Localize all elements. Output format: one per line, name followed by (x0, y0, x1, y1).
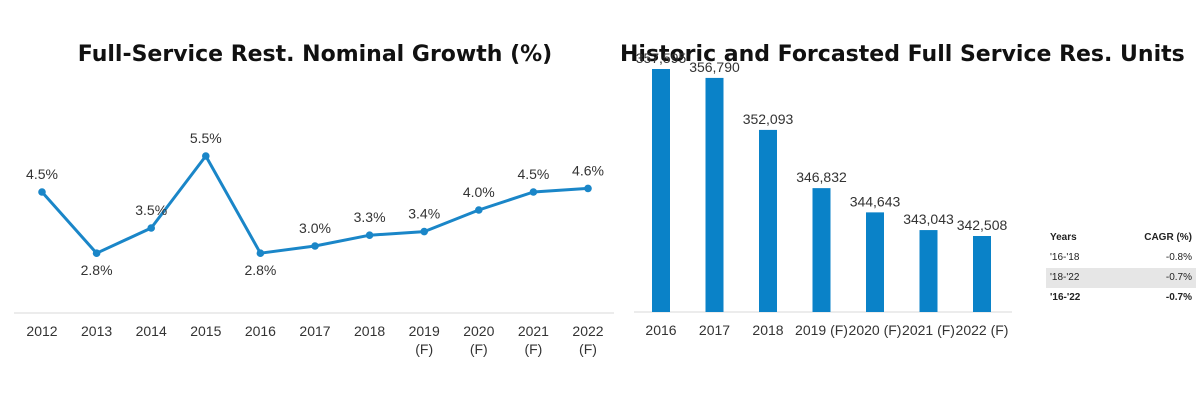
data-point (311, 242, 319, 250)
line-chart-panel: Full-Service Rest. Nominal Growth (%) 4.… (14, 42, 614, 357)
series-line (40, 154, 589, 255)
bar (973, 236, 991, 312)
cagr-period: '16-'22 (1050, 292, 1081, 303)
cagr-period: '18-'22 (1050, 272, 1080, 283)
line-chart-title: Full-Service Rest. Nominal Growth (%) (77, 42, 553, 67)
data-label: 342,508 (957, 217, 1008, 233)
data-label: 3.5% (135, 202, 167, 218)
x-tick-label: 2015 (190, 323, 221, 339)
data-point (529, 188, 538, 196)
x-tick-label: 2017 (299, 323, 330, 339)
cagr-row: '16-'22 -0.7% (1046, 288, 1196, 308)
cagr-header-value: CAGR (%) (1144, 232, 1192, 243)
bar-chart: 357,595 2016 356,790 2017 352,093 2018 346,832… (634, 50, 1012, 338)
cagr-row: '18-'22 -0.7% (1046, 268, 1196, 288)
data-point (475, 206, 483, 214)
x-tick-label: 2018 (752, 322, 783, 338)
x-tick-label: 2012 (26, 323, 57, 339)
data-label: 346,832 (796, 169, 847, 185)
data-point (92, 249, 101, 257)
x-tick-label: 2017 (699, 322, 730, 338)
bar (705, 77, 724, 313)
data-label: 4.5% (517, 166, 549, 182)
cagr-row: '16-'18 -0.8% (1046, 248, 1196, 268)
data-label: 344,643 (850, 193, 901, 209)
data-label: 4.0% (463, 184, 495, 200)
bar (759, 129, 777, 312)
data-point (256, 249, 265, 257)
data-label: 357,595 (636, 50, 687, 66)
x-tick-label: 2018 (354, 323, 385, 339)
x-tick-label: 2022 (F) (572, 323, 603, 357)
data-label: 4.6% (572, 162, 604, 178)
data-label: 352,093 (743, 111, 794, 127)
x-tick-label: 2020 (F) (849, 322, 902, 338)
data-label: 2.8% (244, 262, 276, 278)
cagr-table-header: Years CAGR (%) (1046, 228, 1196, 248)
cagr-header-years: Years (1050, 232, 1077, 243)
bar (652, 69, 670, 312)
x-tick-label: 2019 (F) (795, 322, 848, 338)
x-tick-label: 2016 (245, 323, 276, 339)
x-tick-label: 2013 (81, 323, 112, 339)
bar-chart-title: Historic and Forcasted Full Service Res.… (620, 42, 1185, 67)
data-label: 4.5% (26, 166, 58, 182)
cagr-value: -0.7% (1165, 292, 1192, 303)
x-tick-label: 2016 (645, 322, 676, 338)
x-tick-label: 2021 (F) (902, 322, 955, 338)
data-point (202, 152, 210, 160)
bar (812, 188, 831, 312)
data-label: 3.0% (299, 220, 331, 236)
x-tick-label: 2020 (F) (463, 323, 494, 357)
data-point (584, 184, 592, 193)
cagr-period: '16-'18 (1050, 252, 1080, 263)
data-point (420, 227, 429, 236)
cagr-table: Years CAGR (%) '16-'18 -0.8% '18-'22 -0.… (1046, 228, 1196, 308)
x-tick-label: 2021 (F) (518, 323, 549, 357)
x-tick-label: 2019 (F) (409, 323, 440, 357)
line-chart: 4.5% 2.8% 3.5% 5.5% 2.8% 3.0% 3.3% 3.4% 4.0% 4.5%… (14, 130, 614, 357)
bar (866, 212, 884, 312)
x-tick-label: 2014 (136, 323, 167, 339)
cagr-value: -0.7% (1165, 272, 1192, 283)
cagr-value: -0.8% (1165, 252, 1192, 263)
data-label: 2.8% (81, 262, 113, 278)
bar (919, 230, 938, 312)
data-label: 5.5% (190, 130, 222, 146)
data-label: 3.4% (408, 206, 440, 222)
data-label: 343,043 (903, 211, 954, 227)
data-point (147, 224, 155, 232)
data-point (365, 231, 374, 239)
x-tick-label: 2022 (F) (956, 322, 1009, 338)
bar-chart-panel: Historic and Forcasted Full Service Res.… (620, 0, 1200, 400)
data-label: 3.3% (354, 209, 386, 225)
data-point (38, 188, 46, 196)
data-label: 356,790 (689, 59, 740, 75)
